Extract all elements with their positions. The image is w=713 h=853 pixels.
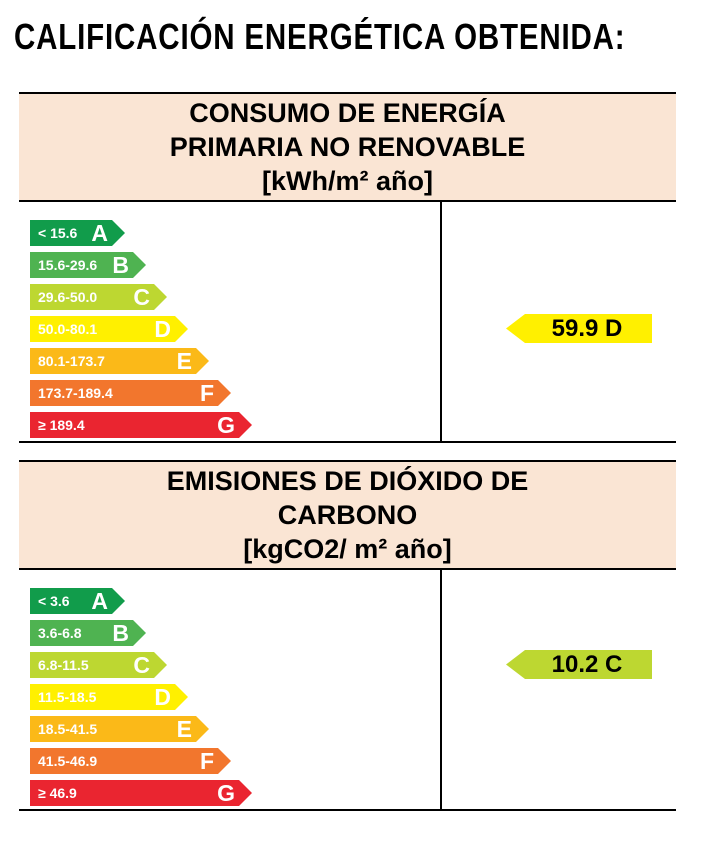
letter-label: F [199,747,214,774]
letter-label: A [91,587,108,614]
scale-arrow-b: 3.6-6.8 B [30,620,146,646]
scale-arrow-a: < 15.6 A [30,220,125,246]
scale-arrow-c: 6.8-11.5 C [30,652,167,678]
primary-energy-body: < 15.6 A 15.6-29.6 B 29.6-50.0 C 50.0-80.1 D 80.… [19,202,676,443]
range-label: 11.5-18.5 [38,689,97,705]
scale-arrow-d: 50.0-80.1 D [30,316,188,342]
scale-arrow-a: < 3.6 A [30,588,125,614]
column-divider [440,570,442,809]
header-line: [kgCO2/ m² año] [243,534,452,564]
primary-energy-result-arrow: 59.9 D [506,314,652,343]
primary-energy-rating-scale: < 15.6 A 15.6-29.6 B 29.6-50.0 C 50.0-80.1 D 80.… [30,220,252,444]
scale-arrow-f: 41.5-46.9 F [30,748,231,774]
range-label: < 3.6 [38,593,70,609]
letter-label: D [154,683,171,710]
scale-arrow-f: 173.7-189.4 F [30,380,231,406]
range-label: < 15.6 [38,225,78,241]
range-label: 41.5-46.9 [38,753,98,769]
range-label: 173.7-189.4 [38,385,113,401]
header-line: EMISIONES DE DIÓXIDO DE [166,466,529,496]
page-title: CALIFICACIÓN ENERGÉTICA OBTENIDA: [14,16,626,57]
scale-arrow-b: 15.6-29.6 B [30,252,146,278]
co2-emissions-table: EMISIONES DE DIÓXIDO DE CARBONO [kgCO2/ … [19,460,676,811]
letter-label: C [133,283,150,310]
letter-label: E [176,715,192,742]
range-label: ≥ 189.4 [38,417,85,433]
scale-arrow-d: 11.5-18.5 D [30,684,188,710]
range-label: 15.6-29.6 [38,257,98,273]
co2-emissions-header: EMISIONES DE DIÓXIDO DE CARBONO [kgCO2/ … [19,460,676,570]
letter-label: C [133,651,150,678]
range-label: 6.8-11.5 [38,657,89,673]
letter-label: G [217,411,235,438]
co2-emissions-rating-scale: < 3.6 A 3.6-6.8 B 6.8-11.5 C 11.5-18.5 D 18.5-41… [30,588,252,812]
range-label: 18.5-41.5 [38,721,98,737]
letter-label: G [217,779,235,806]
header-line: CONSUMO DE ENERGÍA [189,98,506,128]
primary-energy-header: CONSUMO DE ENERGÍA PRIMARIA NO RENOVABLE… [19,92,676,202]
range-label: 80.1-173.7 [38,353,105,369]
letter-label: A [91,219,108,246]
letter-label: F [199,379,214,406]
column-divider [440,202,442,441]
scale-arrow-g: ≥ 189.4 G [30,412,252,438]
letter-label: B [112,619,129,646]
header-line: [kWh/m² año] [262,166,433,196]
range-label: 50.0-80.1 [38,321,98,337]
range-label: 3.6-6.8 [38,625,82,641]
range-label: ≥ 46.9 [38,785,77,801]
co2-emissions-body: < 3.6 A 3.6-6.8 B 6.8-11.5 C 11.5-18.5 D 18.5-41… [19,570,676,811]
co2-emissions-result-arrow: 10.2 C [506,650,652,679]
scale-arrow-g: ≥ 46.9 G [30,780,252,806]
letter-label: E [176,347,192,374]
scale-arrow-e: 18.5-41.5 E [30,716,209,742]
letter-label: D [154,315,171,342]
letter-label: B [112,251,129,278]
header-line: PRIMARIA NO RENOVABLE [169,132,526,162]
primary-energy-table: CONSUMO DE ENERGÍA PRIMARIA NO RENOVABLE… [19,92,676,443]
scale-arrow-c: 29.6-50.0 C [30,284,167,310]
scale-arrow-e: 80.1-173.7 E [30,348,209,374]
range-label: 29.6-50.0 [38,289,98,305]
header-line: CARBONO [277,500,418,530]
